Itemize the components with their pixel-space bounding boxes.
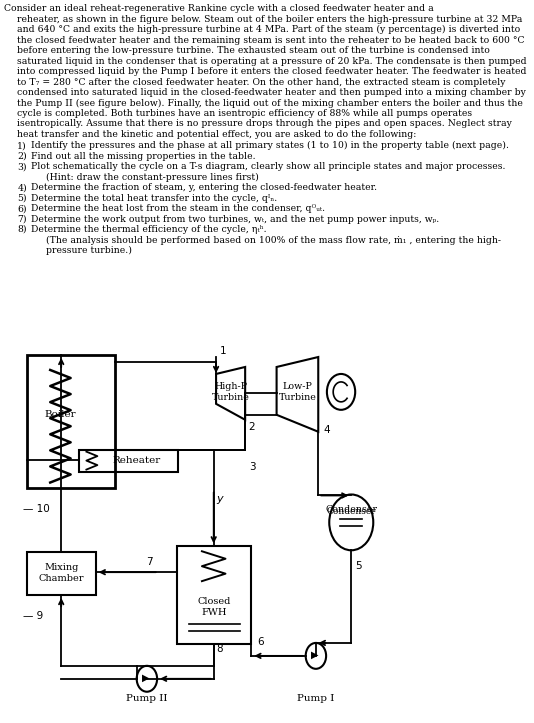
- Text: y: y: [216, 495, 223, 505]
- Text: Determine the fraction of steam, y, entering the closed-feedwater heater.: Determine the fraction of steam, y, ente…: [32, 183, 378, 192]
- Text: isentropically. Assume that there is no pressure drops through the pipes and ope: isentropically. Assume that there is no …: [17, 119, 512, 129]
- Text: to T₇ = 280 °C after the closed feedwater heater. On the other hand, the extract: to T₇ = 280 °C after the closed feedwate…: [17, 77, 506, 87]
- Text: Closed
FWH: Closed FWH: [197, 597, 230, 617]
- Text: High-P
Turbine: High-P Turbine: [212, 382, 250, 401]
- Text: before entering the low-pressure turbine. The exhausted steam out of the turbine: before entering the low-pressure turbine…: [17, 46, 490, 55]
- Text: 1): 1): [17, 142, 27, 150]
- Text: 2: 2: [248, 422, 255, 432]
- Text: saturated liquid in the condenser that is operating at a pressure of 20 kPa. The: saturated liquid in the condenser that i…: [17, 56, 527, 66]
- Text: Determine the work output from two turbines, wₜ, and the net pump power inputs, : Determine the work output from two turbi…: [32, 215, 439, 223]
- Text: and 640 °C and exits the high-pressure turbine at 4 MPa. Part of the steam (y pe: and 640 °C and exits the high-pressure t…: [17, 25, 521, 35]
- Text: ▶: ▶: [311, 650, 319, 660]
- Text: 7): 7): [17, 215, 27, 223]
- Text: 1: 1: [220, 346, 226, 356]
- Text: Determine the total heat transfer into the cycle, qᴵₙ.: Determine the total heat transfer into t…: [32, 194, 278, 202]
- Text: 6): 6): [17, 204, 27, 213]
- Text: Reheater: Reheater: [113, 456, 161, 465]
- Text: Boiler: Boiler: [45, 410, 76, 419]
- Text: Consider an ideal reheat-regenerative Rankine cycle with a closed feedwater heat: Consider an ideal reheat-regenerative Ra…: [4, 4, 434, 14]
- Text: the closed feedwater heater and the remaining steam is sent into the reheater to: the closed feedwater heater and the rema…: [17, 35, 525, 45]
- Text: Find out all the missing properties in the table.: Find out all the missing properties in t…: [32, 152, 256, 161]
- Text: reheater, as shown in the figure below. Steam out of the boiler enters the high-: reheater, as shown in the figure below. …: [17, 15, 523, 24]
- Text: — 9: — 9: [23, 611, 44, 621]
- Text: 6: 6: [257, 637, 264, 647]
- Text: cycle is completed. Both turbines have an isentropic efficiency of 88% while all: cycle is completed. Both turbines have a…: [17, 109, 473, 118]
- Text: 5): 5): [17, 194, 27, 202]
- Text: Condenser: Condenser: [325, 505, 377, 514]
- Text: Pump II: Pump II: [126, 694, 168, 703]
- Text: 3): 3): [17, 162, 27, 171]
- Text: Condenser: Condenser: [326, 507, 376, 516]
- Text: 5: 5: [355, 561, 362, 571]
- Text: 4: 4: [324, 424, 331, 435]
- Text: 8: 8: [216, 644, 223, 654]
- Text: Plot schematically the cycle on a T-s diagram, clearly show all principle states: Plot schematically the cycle on a T-s di…: [32, 162, 506, 181]
- Text: 4): 4): [17, 183, 27, 192]
- Text: heat transfer and the kinetic and potential effect, you are asked to do the foll: heat transfer and the kinetic and potent…: [17, 130, 417, 139]
- Text: Identify the pressures and the phase at all primary states (1 to 10) in the prop: Identify the pressures and the phase at …: [32, 142, 509, 150]
- Text: Determine the thermal efficiency of the cycle, ηₜʰ.
     (The analysis should be: Determine the thermal efficiency of the …: [32, 225, 501, 255]
- Text: 8): 8): [17, 225, 27, 234]
- Text: Pump I: Pump I: [297, 694, 335, 703]
- Text: Determine the heat lost from the steam in the condenser, qᴼᵤₜ.: Determine the heat lost from the steam i…: [32, 204, 326, 213]
- Text: 3: 3: [249, 461, 256, 471]
- Text: 2): 2): [17, 152, 27, 161]
- Text: 7: 7: [146, 557, 153, 568]
- Text: Low-P
Turbine: Low-P Turbine: [279, 382, 317, 401]
- Text: Mixing
Chamber: Mixing Chamber: [38, 563, 84, 583]
- Text: — 10: — 10: [23, 505, 50, 515]
- Text: condensed into saturated liquid in the closed-feedwater heater and then pumped i: condensed into saturated liquid in the c…: [17, 88, 526, 97]
- Text: into compressed liquid by the Pump I before it enters the closed feedwater heate: into compressed liquid by the Pump I bef…: [17, 67, 527, 76]
- Text: ▶: ▶: [143, 673, 150, 683]
- Text: the Pump II (see figure below). Finally, the liquid out of the mixing chamber en: the Pump II (see figure below). Finally,…: [17, 98, 523, 108]
